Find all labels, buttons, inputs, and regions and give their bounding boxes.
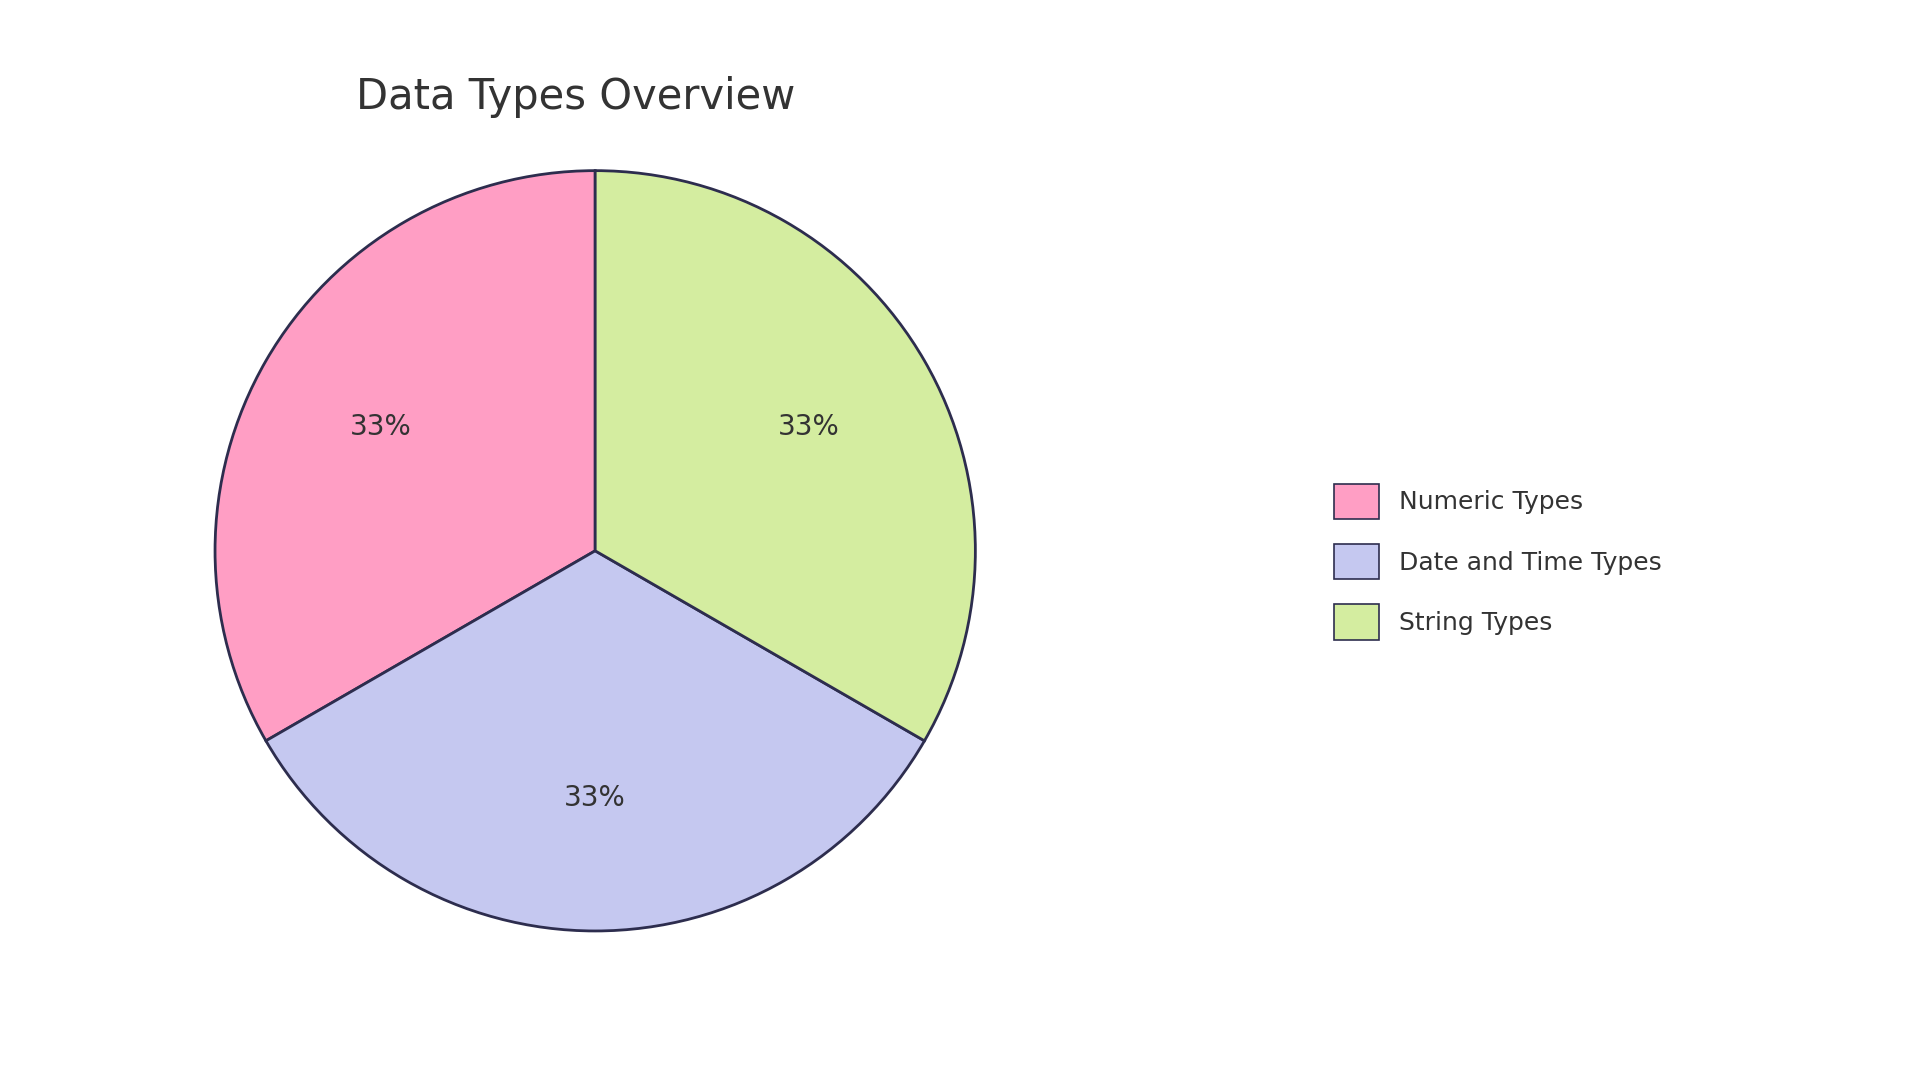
Wedge shape — [267, 551, 924, 931]
Text: 33%: 33% — [349, 414, 413, 442]
Legend: Numeric Types, Date and Time Types, String Types: Numeric Types, Date and Time Types, Stri… — [1321, 471, 1674, 652]
Wedge shape — [215, 171, 595, 741]
Text: Data Types Overview: Data Types Overview — [357, 76, 795, 118]
Wedge shape — [595, 171, 975, 741]
Text: 33%: 33% — [778, 414, 841, 442]
Text: 33%: 33% — [564, 784, 626, 812]
